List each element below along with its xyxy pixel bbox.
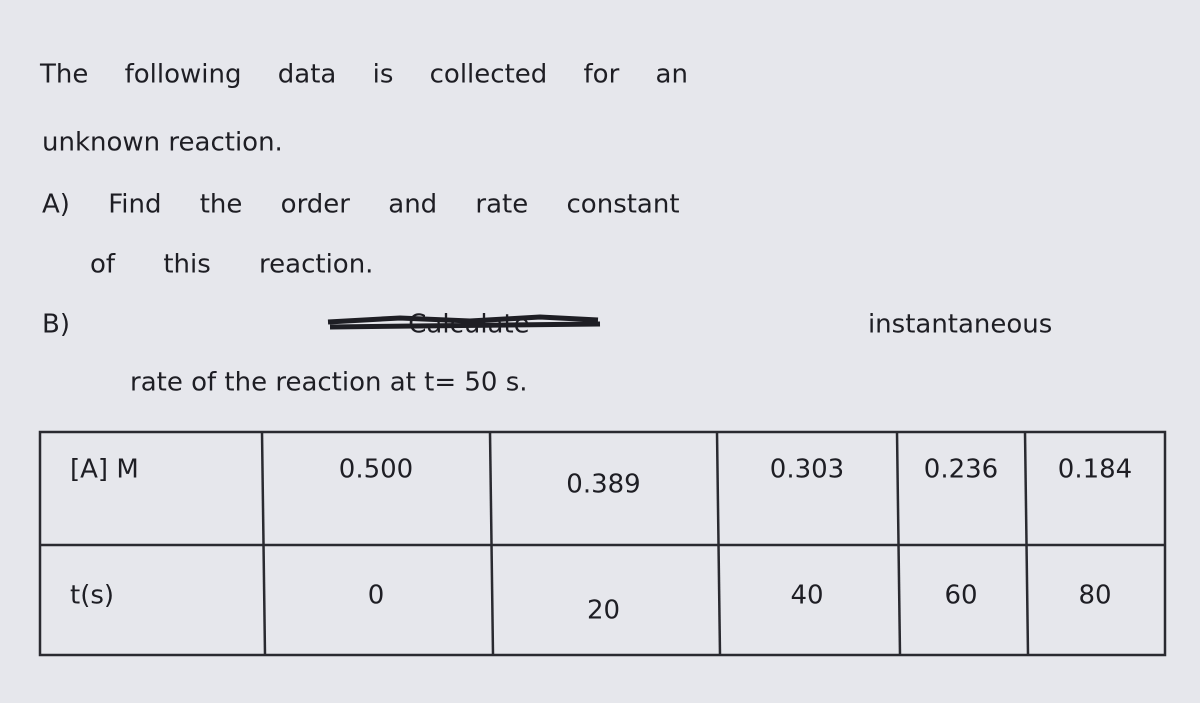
table: [A] M 0.500 0.389 0.303 0.236 0.184 t(s) 0 20 40 6… xyxy=(38,430,1167,657)
column-divider xyxy=(1023,431,1030,656)
strike-out xyxy=(327,314,601,330)
column-divider xyxy=(895,431,902,656)
text-line: unknown reaction. xyxy=(42,128,283,158)
table-cell: 80 xyxy=(1078,581,1111,611)
text-line: A) Find the order and rate constant xyxy=(42,190,680,220)
column-divider xyxy=(488,431,495,656)
text-line: rate of the reaction at t= 50 s. xyxy=(130,368,528,398)
table-cell: [A] M xyxy=(70,455,139,485)
table-cell: 0.500 xyxy=(339,455,413,485)
table-cell: t(s) xyxy=(70,581,114,611)
text-line: The following data is collected for an xyxy=(39,60,688,90)
table-cell: 0.236 xyxy=(924,455,998,485)
table-cell: 0.184 xyxy=(1058,455,1132,485)
table-cell: 40 xyxy=(790,581,823,611)
table-cell: 0.389 xyxy=(566,470,640,500)
table-border xyxy=(38,430,1167,657)
column-divider xyxy=(260,431,267,656)
table-cell: 0 xyxy=(368,581,385,611)
table-cell: 20 xyxy=(587,596,620,626)
text-line: of this reaction. xyxy=(90,250,373,280)
table-cell: 60 xyxy=(944,581,977,611)
column-divider xyxy=(715,431,722,656)
table-cell: 0.303 xyxy=(770,455,844,485)
